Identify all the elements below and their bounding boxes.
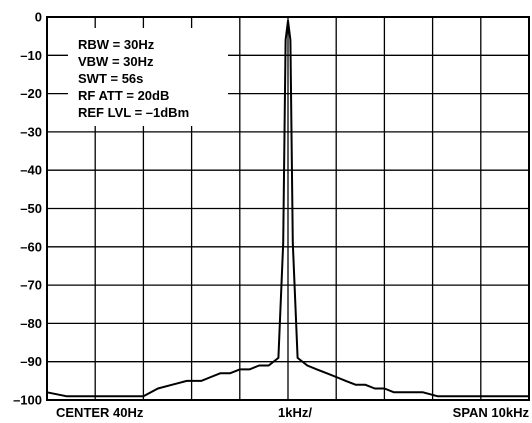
setting-ref-lvl: REF LVL = –1dBm <box>78 105 189 120</box>
spectrum-line <box>46 19 529 398</box>
setting-vbw: VBW = 30Hz <box>78 54 154 69</box>
x-label-span: SPAN 10kHz <box>453 405 530 420</box>
plot-frame <box>46 16 530 401</box>
y-tick-label: –100 <box>13 393 42 408</box>
y-tick-label: –10 <box>20 48 42 63</box>
y-tick-label: –30 <box>20 124 42 139</box>
x-label-scale: 1kHz/ <box>278 405 312 420</box>
setting-rbw: RBW = 30Hz <box>78 37 155 52</box>
y-tick-labels: 0 –10 –20 –30 –40 –50 –60 –70 –80 –90 –100 <box>13 10 42 408</box>
y-tick-label: –60 <box>20 239 42 254</box>
y-tick-label: –20 <box>20 86 42 101</box>
y-tick-label: –70 <box>20 278 42 293</box>
settings-background <box>68 28 228 126</box>
settings-box: RBW = 30Hz VBW = 30Hz SWT = 56s RF ATT =… <box>68 28 228 126</box>
x-label-center: CENTER 40Hz <box>56 405 144 420</box>
spectrum-trace <box>46 19 529 398</box>
y-tick-label: –80 <box>20 316 42 331</box>
y-tick-label: –40 <box>20 163 42 178</box>
y-tick-label: –90 <box>20 354 42 369</box>
y-tick-label: –50 <box>20 201 42 216</box>
setting-swt: SWT = 56s <box>78 71 143 86</box>
y-tick-label: 0 <box>35 10 42 25</box>
setting-rf-att: RF ATT = 20dB <box>78 88 169 103</box>
